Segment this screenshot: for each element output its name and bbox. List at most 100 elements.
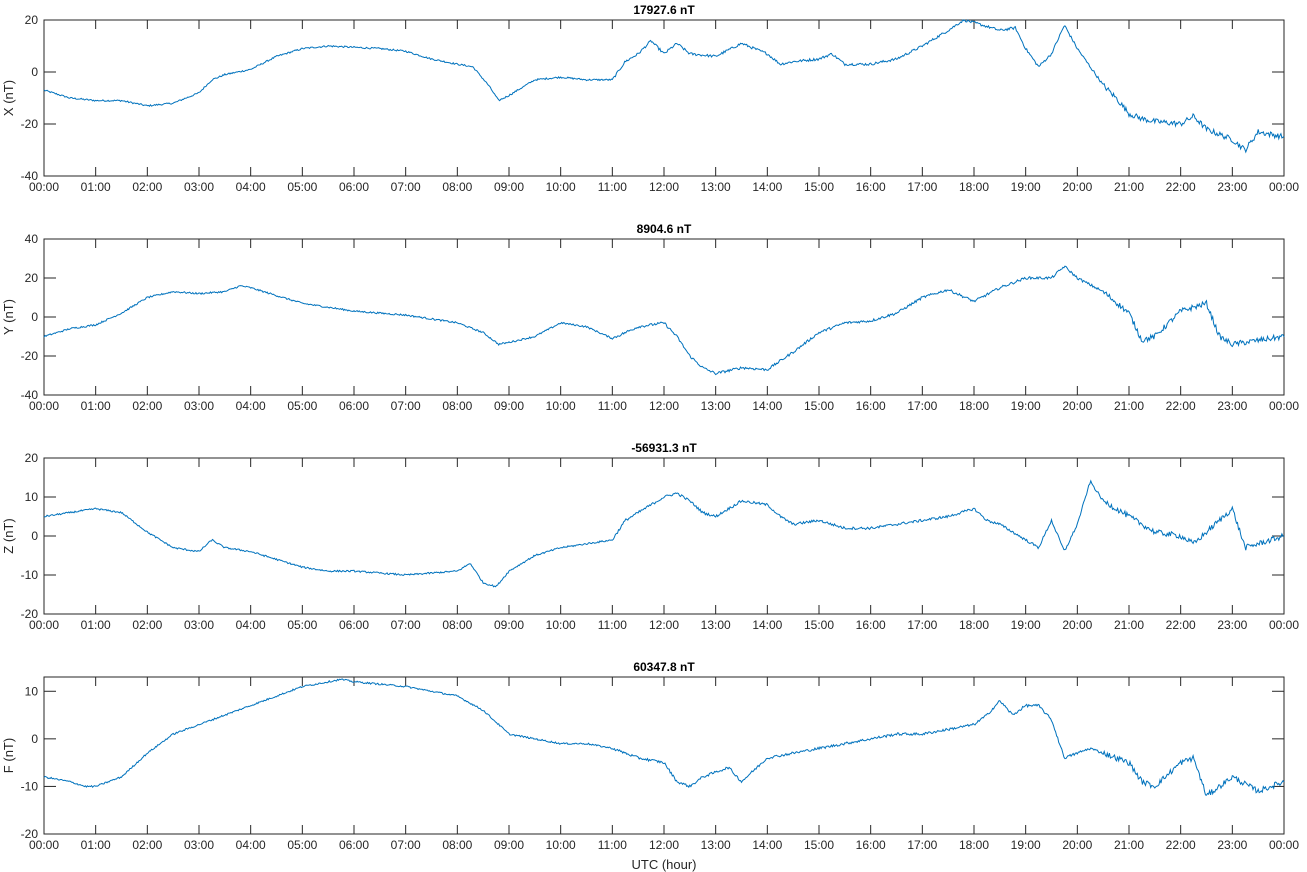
x-tick-label: 10:00 bbox=[546, 618, 576, 632]
x-tick-label: 16:00 bbox=[856, 618, 886, 632]
x-tick-label: 23:00 bbox=[1217, 838, 1247, 852]
y-tick-label: -10 bbox=[21, 568, 39, 582]
y-axis-label: F (nT) bbox=[1, 738, 16, 773]
y-axis-label: Z (nT) bbox=[1, 518, 16, 553]
x-tick-label: 08:00 bbox=[442, 399, 472, 413]
y-tick-label: -20 bbox=[21, 607, 39, 621]
plot-area-frame bbox=[43, 238, 1285, 396]
x-tick-label: 03:00 bbox=[184, 399, 214, 413]
x-tick-label: 06:00 bbox=[339, 399, 369, 413]
x-tick-label: 01:00 bbox=[81, 399, 111, 413]
x-tick-label: 11:00 bbox=[598, 618, 627, 632]
x-tick-label: 17:00 bbox=[907, 180, 937, 194]
x-tick-label: 08:00 bbox=[442, 618, 472, 632]
x-tick-label: 21:00 bbox=[1114, 399, 1144, 413]
x-tick-label: 15:00 bbox=[804, 180, 834, 194]
x-tick-label: 08:00 bbox=[442, 838, 472, 852]
x-tick-label: 00:00 bbox=[29, 618, 59, 632]
x-tick-label: 04:00 bbox=[236, 399, 266, 413]
data-series-line bbox=[43, 19, 1285, 154]
plot-area-frame bbox=[43, 19, 1285, 177]
plot-area-frame bbox=[43, 676, 1285, 835]
y-tick-label: -40 bbox=[21, 388, 39, 402]
data-series-line bbox=[43, 479, 1285, 588]
x-tick-label: 11:00 bbox=[598, 180, 627, 194]
x-tick-label: 06:00 bbox=[339, 838, 369, 852]
x-tick-label: 02:00 bbox=[132, 399, 162, 413]
x-tick-label: 17:00 bbox=[907, 838, 937, 852]
x-tick-label: 01:00 bbox=[81, 180, 111, 194]
x-tick-label: 09:00 bbox=[494, 838, 524, 852]
x-tick-label: 19:00 bbox=[1011, 180, 1041, 194]
x-tick-label: 23:00 bbox=[1217, 180, 1247, 194]
x-tick-label: 09:00 bbox=[494, 618, 524, 632]
x-tick-label: 12:00 bbox=[649, 618, 679, 632]
x-tick-label: 00:00 bbox=[1269, 180, 1299, 194]
x-tick-label: 22:00 bbox=[1166, 180, 1196, 194]
x-tick-label: 01:00 bbox=[81, 838, 111, 852]
x-axis-label: UTC (hour) bbox=[631, 857, 696, 872]
x-tick-label: 02:00 bbox=[132, 180, 162, 194]
x-tick-label: 15:00 bbox=[804, 618, 834, 632]
x-tick-label: 07:00 bbox=[391, 399, 421, 413]
y-tick-label: -40 bbox=[21, 169, 39, 183]
x-tick-label: 19:00 bbox=[1011, 838, 1041, 852]
x-tick-label: 00:00 bbox=[1269, 399, 1299, 413]
y-tick-label: 20 bbox=[25, 13, 39, 27]
x-tick-label: 16:00 bbox=[856, 399, 886, 413]
x-tick-label: 02:00 bbox=[132, 618, 162, 632]
x-tick-label: 03:00 bbox=[184, 180, 214, 194]
x-tick-label: 09:00 bbox=[494, 180, 524, 194]
y-tick-label: 0 bbox=[31, 529, 38, 543]
x-tick-label: 17:00 bbox=[907, 618, 937, 632]
x-tick-label: 03:00 bbox=[184, 618, 214, 632]
x-tick-label: 20:00 bbox=[1062, 618, 1092, 632]
x-tick-label: 21:00 bbox=[1114, 618, 1144, 632]
y-axis-label: Y (nT) bbox=[1, 299, 16, 335]
x-tick-label: 09:00 bbox=[494, 399, 524, 413]
y-tick-label: -10 bbox=[21, 779, 39, 793]
x-tick-label: 22:00 bbox=[1166, 399, 1196, 413]
x-tick-label: 00:00 bbox=[29, 180, 59, 194]
x-tick-label: 19:00 bbox=[1011, 399, 1041, 413]
x-tick-label: 04:00 bbox=[236, 618, 266, 632]
x-tick-label: 18:00 bbox=[959, 180, 989, 194]
x-tick-label: 13:00 bbox=[701, 838, 731, 852]
x-tick-label: 03:00 bbox=[184, 838, 214, 852]
panel-title: 8904.6 nT bbox=[637, 222, 692, 236]
x-tick-label: 19:00 bbox=[1011, 618, 1041, 632]
x-tick-label: 21:00 bbox=[1114, 838, 1144, 852]
x-tick-label: 11:00 bbox=[598, 838, 627, 852]
x-tick-label: 15:00 bbox=[804, 838, 834, 852]
y-tick-label: 0 bbox=[31, 65, 38, 79]
x-tick-label: 05:00 bbox=[287, 399, 317, 413]
y-tick-label: 0 bbox=[31, 310, 38, 324]
y-tick-label: 20 bbox=[25, 451, 39, 465]
x-tick-label: 23:00 bbox=[1217, 618, 1247, 632]
x-tick-label: 10:00 bbox=[546, 180, 576, 194]
x-tick-label: 02:00 bbox=[132, 838, 162, 852]
x-tick-label: 22:00 bbox=[1166, 838, 1196, 852]
x-tick-label: 14:00 bbox=[752, 180, 782, 194]
x-tick-label: 05:00 bbox=[287, 180, 317, 194]
x-tick-label: 00:00 bbox=[29, 399, 59, 413]
plot-area-frame bbox=[43, 457, 1285, 615]
panel-title: 60347.8 nT bbox=[633, 660, 695, 674]
data-series-line bbox=[43, 265, 1285, 376]
x-tick-label: 08:00 bbox=[442, 180, 472, 194]
x-tick-label: 00:00 bbox=[1269, 838, 1299, 852]
data-series-line bbox=[43, 678, 1285, 796]
panel-title: 17927.6 nT bbox=[633, 3, 695, 17]
y-tick-label: -20 bbox=[21, 349, 39, 363]
x-tick-label: 07:00 bbox=[391, 838, 421, 852]
x-tick-label: 14:00 bbox=[752, 838, 782, 852]
x-tick-label: 00:00 bbox=[29, 838, 59, 852]
x-tick-label: 06:00 bbox=[339, 618, 369, 632]
x-tick-label: 16:00 bbox=[856, 838, 886, 852]
x-tick-label: 23:00 bbox=[1217, 399, 1247, 413]
x-tick-label: 10:00 bbox=[546, 838, 576, 852]
x-tick-label: 14:00 bbox=[752, 399, 782, 413]
x-tick-label: 12:00 bbox=[649, 399, 679, 413]
x-tick-label: 15:00 bbox=[804, 399, 834, 413]
